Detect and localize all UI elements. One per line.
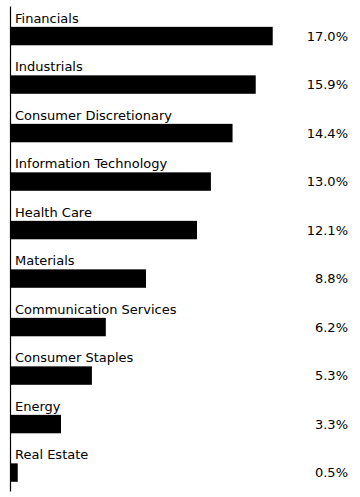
category-label: Consumer Staples [15, 350, 134, 365]
bar [10, 75, 256, 93]
value-label: 0.5% [315, 465, 348, 480]
category-label: Industrials [15, 59, 83, 74]
category-label: Health Care [15, 205, 92, 220]
bar [10, 221, 197, 239]
value-label: 13.0% [307, 174, 348, 189]
value-label: 12.1% [307, 223, 348, 238]
chart: Financials Industrials Consumer Discretion… [0, 0, 360, 497]
value-label: 14.4% [307, 126, 348, 141]
category-label: Communication Services [15, 302, 177, 317]
category-label: Information Technology [15, 156, 168, 171]
value-label: 8.8% [315, 271, 348, 286]
value-label: 5.3% [315, 368, 348, 383]
baseline [10, 7, 11, 492]
bars [10, 27, 273, 482]
bar [10, 366, 92, 384]
value-label: 17.0% [307, 29, 348, 44]
bar [10, 124, 233, 142]
bar [10, 463, 18, 481]
value-label: 6.2% [315, 320, 348, 335]
category-label: Real Estate [15, 447, 88, 462]
bar [10, 318, 106, 336]
category-label: Financials [15, 11, 79, 26]
category-label: Energy [15, 399, 61, 414]
bar [10, 27, 273, 45]
value-label: 15.9% [307, 77, 348, 92]
category-label: Consumer Discretionary [15, 108, 172, 123]
bar [10, 172, 211, 190]
axis-line [10, 7, 11, 492]
category-label: Materials [15, 253, 75, 268]
value-label: 3.3% [315, 417, 348, 432]
plot: Financials Industrials Consumer Discretion… [10, 7, 348, 492]
bar [10, 415, 61, 433]
labels: Financials Industrials Consumer Discretion… [15, 11, 348, 480]
bar [10, 269, 146, 287]
